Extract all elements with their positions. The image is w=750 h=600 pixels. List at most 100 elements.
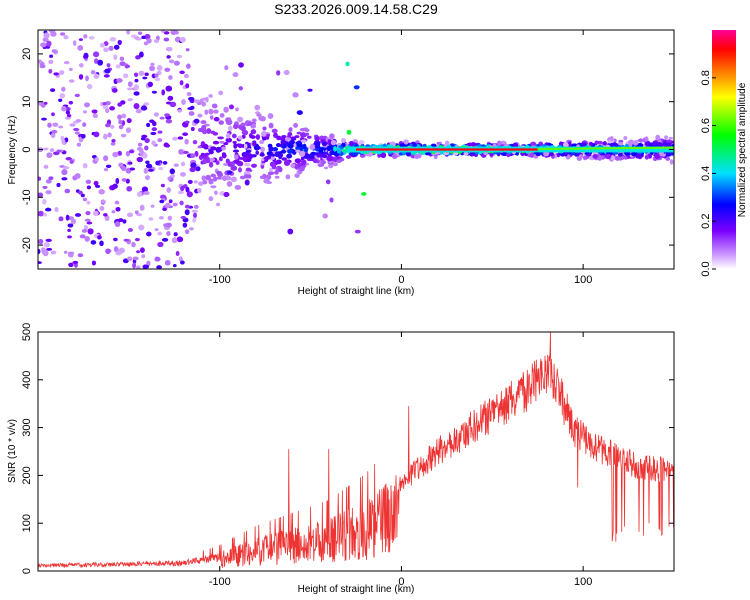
x-tick-label: 100: [574, 576, 592, 588]
spectrogram-cell: [168, 75, 173, 80]
spectrogram-cell: [56, 183, 61, 187]
spectrogram-cell: [219, 113, 225, 118]
spectrogram-cell: [105, 108, 110, 114]
spectrogram-cell: [103, 41, 109, 46]
spectrogram-cell: [198, 181, 204, 186]
spectrogram-cell: [272, 147, 278, 152]
spectrogram-cell: [69, 123, 76, 127]
spectrogram-cell: [190, 153, 196, 158]
spectrogram-cell: [241, 129, 249, 136]
spectrogram-cell: [273, 132, 278, 139]
spectrogram-cell: [336, 149, 342, 154]
spectrogram-cell: [105, 248, 111, 254]
spectrogram-cell: [586, 153, 592, 157]
spectrogram-cell: [259, 153, 265, 157]
spectrogram-cell: [149, 65, 155, 72]
spectrogram-cell: [206, 128, 212, 134]
spectrogram-cell: [86, 200, 91, 205]
spectrogram-cell: [45, 238, 52, 242]
spectrogram-cell: [135, 55, 141, 60]
spectrogram-cell: [43, 242, 50, 248]
spectrogram-cell: [329, 197, 334, 203]
spectrogram-cell: [289, 139, 295, 145]
spectrogram-cell: [105, 164, 112, 168]
x-tick-label: -100: [209, 274, 231, 286]
spectrogram-cell: [326, 179, 331, 185]
spectrogram-cell: [267, 171, 275, 176]
spectrogram-cell: [180, 216, 187, 219]
spectrogram-cell: [147, 81, 153, 88]
spectrogram-cell: [173, 60, 180, 66]
spectrogram-cell: [177, 190, 184, 195]
y-tick-label: 10: [21, 96, 33, 108]
spectrogram-cell: [329, 133, 335, 140]
spectrogram-cell: [226, 132, 231, 139]
spectrogram-cell: [251, 118, 257, 123]
spectrogram-cell: [92, 113, 98, 119]
spectrogram-cell: [135, 109, 142, 114]
spectrogram-cell: [181, 99, 186, 105]
spectrogram-cell: [294, 158, 301, 164]
spectrogram-cell: [235, 107, 239, 112]
spectrogram-cell: [213, 116, 220, 122]
spectrogram-cell: [157, 130, 163, 134]
spectrogram-cell: [336, 159, 342, 163]
spectrogram-cell: [178, 256, 183, 262]
spectrogram-cell: [169, 168, 175, 175]
spectrogram-cell: [209, 115, 214, 120]
spectrogram-cell: [179, 70, 185, 75]
spectrogram-cell: [345, 61, 350, 67]
spectrogram-cell: [173, 264, 177, 268]
spectrogram-cell: [184, 209, 190, 216]
spectrogram-cell: [287, 149, 294, 154]
spectrogram-cell: [157, 241, 164, 248]
spectrogram-cell: [197, 187, 202, 194]
spectrogram-cell: [265, 174, 272, 180]
spectrogram-cell: [139, 51, 144, 58]
spectrogram-cell: [240, 125, 246, 132]
spectrogram-cell: [563, 142, 569, 148]
spectrogram-cell: [469, 152, 475, 157]
spectrogram-cell: [118, 124, 124, 130]
spectrogram-cell: [177, 109, 183, 113]
spectrogram-cell: [307, 135, 312, 139]
spectrogram-cell: [163, 37, 170, 42]
spectrogram-cell: [185, 229, 190, 234]
spectrogram-cell: [186, 92, 192, 97]
spectrogram-cell: [185, 48, 190, 52]
spectrogram-cell: [529, 152, 534, 158]
spectrogram-cell: [141, 254, 146, 259]
y-tick-label: 0: [21, 146, 33, 152]
spectrogram-cell: [268, 122, 274, 129]
spectrogram-cell: [93, 210, 99, 216]
spectrogram-cell: [497, 140, 502, 147]
spectrogram-cell: [305, 132, 309, 136]
spectrogram-cell: [97, 59, 103, 66]
spectrogram-cell: [251, 163, 257, 168]
spectrogram-cell: [138, 31, 143, 35]
spectrogram-cell: [67, 235, 72, 239]
spectrogram-cell: [243, 143, 248, 149]
spectrogram-cell: [142, 152, 148, 159]
spectrogram-cell: [117, 218, 124, 222]
spectrogram-cell: [209, 158, 215, 162]
spectrogram-cell: [97, 235, 102, 240]
x-tick-label: -100: [209, 576, 231, 588]
spectrogram-cell: [192, 217, 197, 223]
spectrogram-cell: [330, 139, 337, 146]
spectrogram-cell: [194, 150, 199, 157]
colorbar-tick-label: 0.6: [700, 118, 712, 133]
spectrogram-cell: [38, 248, 41, 255]
spectrogram-cell: [143, 167, 148, 174]
spectrogram-cell: [406, 151, 411, 157]
spectrogram-cell: [166, 231, 171, 236]
spectrogram-cell: [68, 262, 74, 267]
spectrogram-cell: [262, 126, 267, 131]
spectrogram-cell: [112, 183, 118, 189]
spectrogram-cell: [124, 64, 131, 68]
spectrogram-cell: [161, 30, 165, 33]
spectrogram-cell: [53, 72, 59, 76]
spectrogram-cell: [233, 143, 238, 149]
spectrogram-cell: [213, 176, 218, 182]
